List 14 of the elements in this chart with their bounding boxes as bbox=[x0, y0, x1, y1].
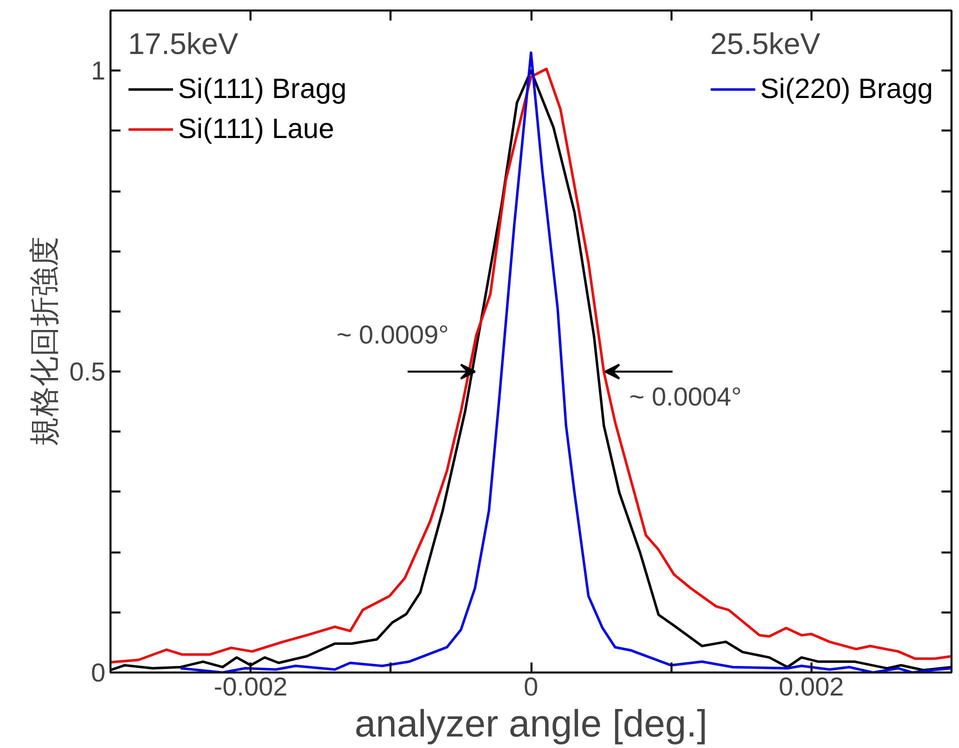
legend-label: Si(111) Laue bbox=[178, 112, 334, 146]
y-tick-label: 1 bbox=[91, 56, 106, 86]
annotation: 25.5keV bbox=[710, 28, 822, 62]
x-axis-title: analyzer angle [deg.] bbox=[354, 704, 708, 746]
annotation: ~ 0.0004° bbox=[629, 382, 742, 412]
x-tick-label: -0.002 bbox=[214, 672, 288, 702]
annotation: ~ 0.0009° bbox=[336, 320, 449, 350]
x-tick-label: 0 bbox=[524, 672, 538, 702]
y-tick-label: 0.5 bbox=[69, 356, 106, 387]
legend-label: Si(220) Bragg bbox=[760, 72, 933, 106]
y-axis-title: 規格化回折強度 bbox=[28, 236, 62, 446]
annotation: 17.5keV bbox=[128, 28, 240, 62]
x-tick-label: 0.002 bbox=[778, 672, 844, 702]
legend-label: Si(111) Bragg bbox=[178, 72, 347, 106]
